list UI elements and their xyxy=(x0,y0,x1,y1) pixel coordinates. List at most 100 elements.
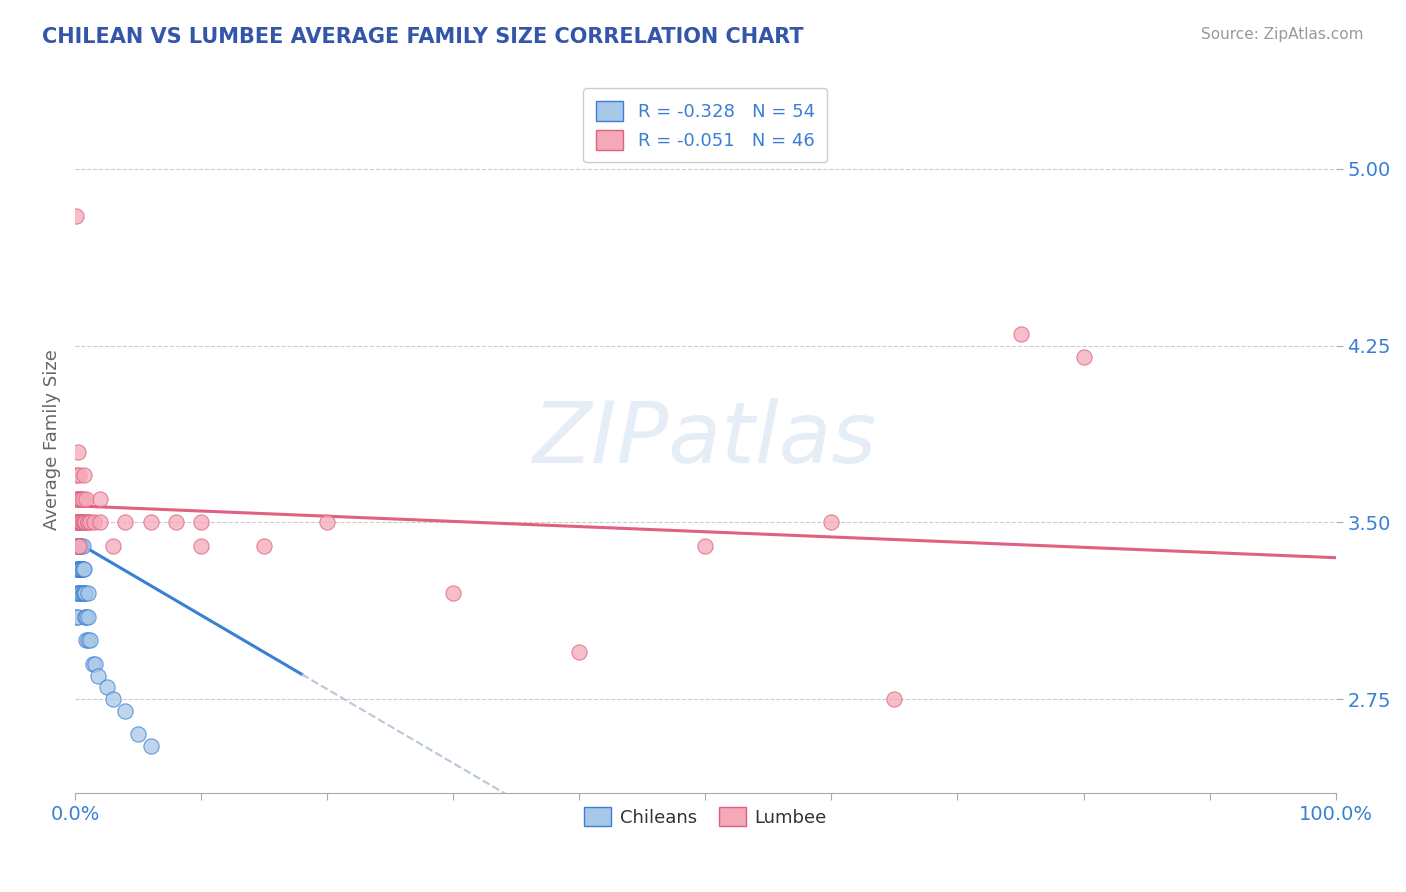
Point xyxy=(66,562,89,576)
Point xyxy=(75,609,97,624)
Point xyxy=(65,586,87,600)
Point xyxy=(89,516,111,530)
Point xyxy=(65,609,87,624)
Point xyxy=(70,516,93,530)
Point xyxy=(67,562,90,576)
Point xyxy=(65,468,87,483)
Point xyxy=(883,692,905,706)
Point xyxy=(69,516,91,530)
Point xyxy=(127,727,149,741)
Point xyxy=(96,681,118,695)
Point xyxy=(76,516,98,530)
Point xyxy=(67,539,90,553)
Point xyxy=(67,586,90,600)
Point xyxy=(75,586,97,600)
Point xyxy=(72,562,94,576)
Point xyxy=(66,562,89,576)
Point xyxy=(114,516,136,530)
Y-axis label: Average Family Size: Average Family Size xyxy=(44,350,60,530)
Point xyxy=(65,539,87,553)
Point xyxy=(69,539,91,553)
Point xyxy=(65,516,87,530)
Point xyxy=(75,633,97,648)
Point xyxy=(79,633,101,648)
Point xyxy=(66,491,89,506)
Point xyxy=(67,516,90,530)
Point xyxy=(79,516,101,530)
Point xyxy=(76,516,98,530)
Point xyxy=(83,516,105,530)
Point xyxy=(76,633,98,648)
Point xyxy=(66,586,89,600)
Point xyxy=(101,692,124,706)
Point xyxy=(72,491,94,506)
Point xyxy=(70,562,93,576)
Point xyxy=(70,491,93,506)
Point xyxy=(66,444,89,458)
Point xyxy=(69,516,91,530)
Point xyxy=(190,539,212,553)
Point xyxy=(190,516,212,530)
Point xyxy=(70,516,93,530)
Point xyxy=(86,668,108,682)
Point xyxy=(69,562,91,576)
Point xyxy=(72,586,94,600)
Point xyxy=(84,657,107,671)
Point xyxy=(1010,326,1032,341)
Point xyxy=(316,516,339,530)
Point xyxy=(67,562,90,576)
Point xyxy=(66,516,89,530)
Point xyxy=(820,516,842,530)
Point xyxy=(82,657,104,671)
Point xyxy=(67,516,90,530)
Point xyxy=(66,539,89,553)
Legend: Chileans, Lumbee: Chileans, Lumbee xyxy=(576,799,834,834)
Point xyxy=(75,491,97,506)
Point xyxy=(75,609,97,624)
Point xyxy=(165,516,187,530)
Point xyxy=(67,516,90,530)
Point xyxy=(67,491,90,506)
Point xyxy=(67,468,90,483)
Point xyxy=(73,562,96,576)
Point xyxy=(65,516,87,530)
Point xyxy=(1073,351,1095,365)
Point xyxy=(89,491,111,506)
Point xyxy=(66,539,89,553)
Point xyxy=(66,539,89,553)
Text: ZIPatlas: ZIPatlas xyxy=(533,399,877,482)
Point xyxy=(67,586,90,600)
Point xyxy=(65,209,87,223)
Point xyxy=(101,539,124,553)
Point xyxy=(73,516,96,530)
Point xyxy=(67,491,90,506)
Point xyxy=(695,539,717,553)
Point xyxy=(73,468,96,483)
Point xyxy=(69,516,91,530)
Point xyxy=(568,645,591,659)
Point xyxy=(72,539,94,553)
Point xyxy=(69,516,91,530)
Point xyxy=(72,562,94,576)
Point xyxy=(139,516,162,530)
Point xyxy=(66,562,89,576)
Point xyxy=(253,539,276,553)
Point xyxy=(73,586,96,600)
Text: CHILEAN VS LUMBEE AVERAGE FAMILY SIZE CORRELATION CHART: CHILEAN VS LUMBEE AVERAGE FAMILY SIZE CO… xyxy=(42,27,804,46)
Text: Source: ZipAtlas.com: Source: ZipAtlas.com xyxy=(1201,27,1364,42)
Point xyxy=(67,539,90,553)
Point xyxy=(72,516,94,530)
Point xyxy=(67,539,90,553)
Point xyxy=(66,609,89,624)
Point xyxy=(65,562,87,576)
Point xyxy=(73,586,96,600)
Point xyxy=(66,516,89,530)
Point xyxy=(70,562,93,576)
Point xyxy=(76,609,98,624)
Point xyxy=(69,562,91,576)
Point xyxy=(70,539,93,553)
Point xyxy=(70,586,93,600)
Point xyxy=(114,704,136,718)
Point xyxy=(441,586,464,600)
Point xyxy=(76,586,98,600)
